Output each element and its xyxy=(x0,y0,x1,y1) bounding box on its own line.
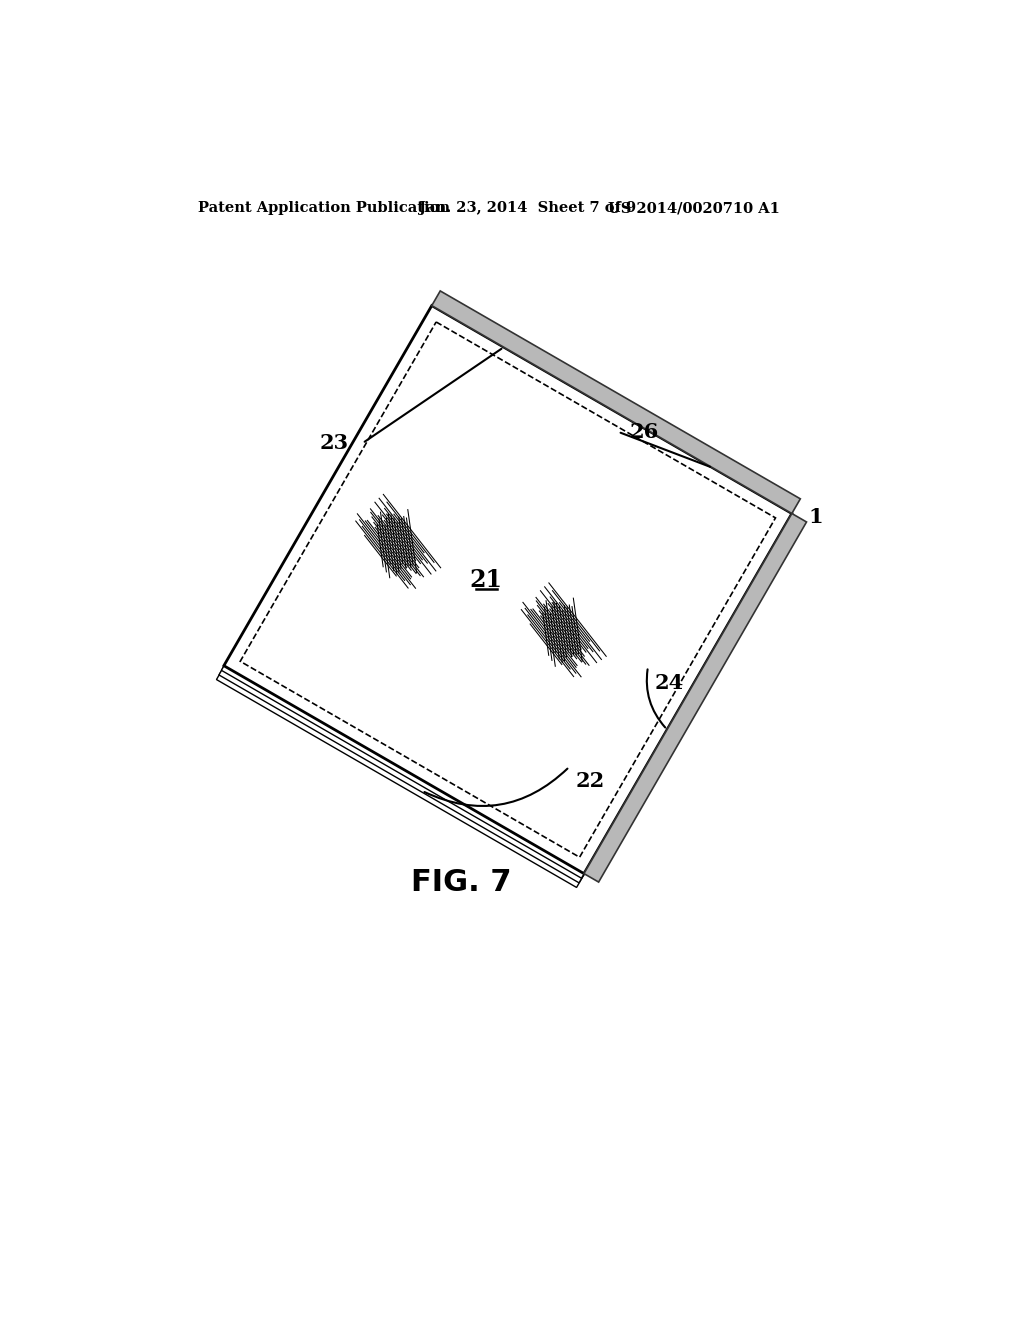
Polygon shape xyxy=(432,290,801,513)
Polygon shape xyxy=(224,306,792,874)
Text: FIG. 7: FIG. 7 xyxy=(412,867,512,896)
Text: 26: 26 xyxy=(630,422,658,442)
Text: US 2014/0020710 A1: US 2014/0020710 A1 xyxy=(608,202,780,215)
Text: 23: 23 xyxy=(319,433,348,453)
Polygon shape xyxy=(584,513,807,882)
Text: 1: 1 xyxy=(809,507,823,528)
Text: Patent Application Publication: Patent Application Publication xyxy=(199,202,451,215)
Polygon shape xyxy=(216,319,784,887)
Text: Jan. 23, 2014  Sheet 7 of 9: Jan. 23, 2014 Sheet 7 of 9 xyxy=(419,202,637,215)
Text: 24: 24 xyxy=(654,673,683,693)
Polygon shape xyxy=(221,310,790,878)
Text: 22: 22 xyxy=(575,771,605,791)
Polygon shape xyxy=(219,315,786,883)
Text: 21: 21 xyxy=(470,569,503,593)
